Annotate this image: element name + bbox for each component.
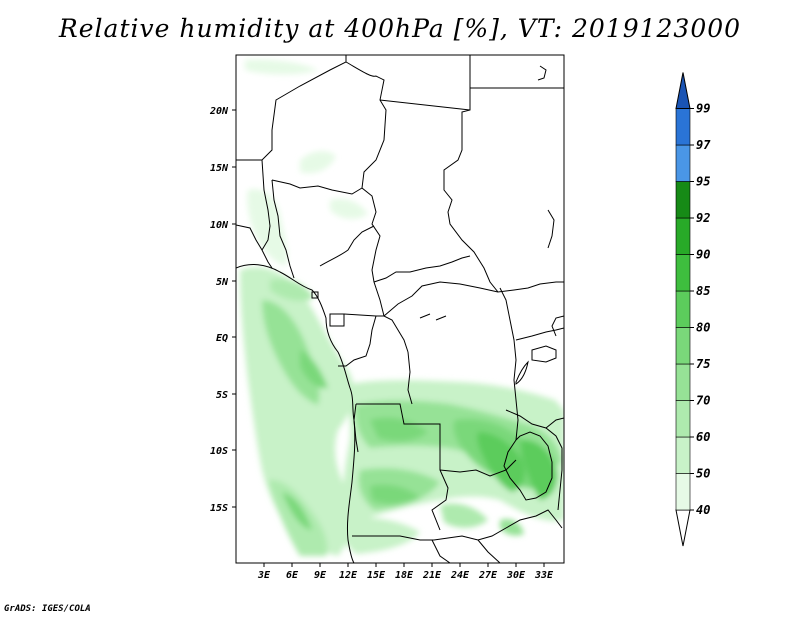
colorbar-segment — [675, 254, 691, 292]
colorbar-segment — [675, 327, 691, 365]
lat-label: 15N — [210, 163, 229, 174]
latitude-axis: 20N 15N 10N 5N EQ 5S 10S 15S — [209, 106, 236, 514]
colorbar-label: 85 — [696, 284, 710, 298]
colorbar-segment — [675, 217, 691, 255]
lon-label: 9E — [314, 570, 327, 581]
colorbar-segment — [675, 181, 691, 219]
colorbar-segment — [675, 400, 691, 438]
colorbar-label: 95 — [696, 175, 710, 189]
colorbar-label: 40 — [696, 503, 710, 517]
lat-label: 10S — [210, 446, 228, 457]
colorbar-segment — [675, 72, 691, 109]
lon-label: 12E — [339, 570, 358, 581]
map-frame — [235, 54, 565, 564]
colorbar-label: 90 — [696, 248, 710, 262]
lon-label: 18E — [395, 570, 414, 581]
lon-label: 3E — [257, 570, 271, 581]
lat-label: 15S — [210, 503, 228, 514]
lat-label: EQ — [216, 333, 228, 344]
colorbar-label: 80 — [696, 321, 710, 335]
lat-label: 5N — [216, 277, 229, 288]
colorbar-label: 99 — [696, 102, 710, 116]
colorbar-label: 92 — [696, 211, 710, 225]
colorbar-segment — [675, 509, 691, 547]
colorbar-segment — [675, 473, 691, 511]
lat-label: 5S — [216, 390, 228, 401]
colorbar-segment — [675, 108, 691, 146]
credit-text: GrADS: IGES/COLA — [4, 604, 91, 614]
colorbar-label: 70 — [696, 394, 710, 408]
colorbar-segment — [675, 436, 691, 474]
lat-label: 10N — [210, 220, 229, 231]
map-title: Relative humidity at 400hPa [%], VT: 201… — [58, 14, 742, 43]
colorbar-label: 97 — [696, 138, 711, 152]
lon-label: 6E — [286, 570, 299, 581]
lon-label: 21E — [422, 570, 442, 581]
lon-label: 27E — [478, 570, 498, 581]
lat-label: 20N — [209, 106, 229, 117]
country-borders — [236, 55, 564, 563]
humidity-shading — [240, 59, 564, 556]
colorbar-segment — [675, 363, 691, 401]
longitude-axis: 3E 6E 9E 12E 15E 18E 21E 24E 27E 30E 33E — [257, 563, 554, 581]
colorbar-segment — [675, 290, 691, 328]
colorbar-segment — [675, 144, 691, 182]
lon-label: 24E — [450, 570, 470, 581]
colorbar: 40 50 60 70 75 80 85 90 92 95 97 99 — [675, 72, 711, 547]
lon-label: 30E — [506, 570, 526, 581]
colorbar-label: 75 — [696, 357, 710, 371]
lon-label: 33E — [534, 570, 554, 581]
lon-label: 15E — [367, 570, 386, 581]
colorbar-label: 60 — [696, 430, 710, 444]
colorbar-label: 50 — [696, 467, 710, 481]
